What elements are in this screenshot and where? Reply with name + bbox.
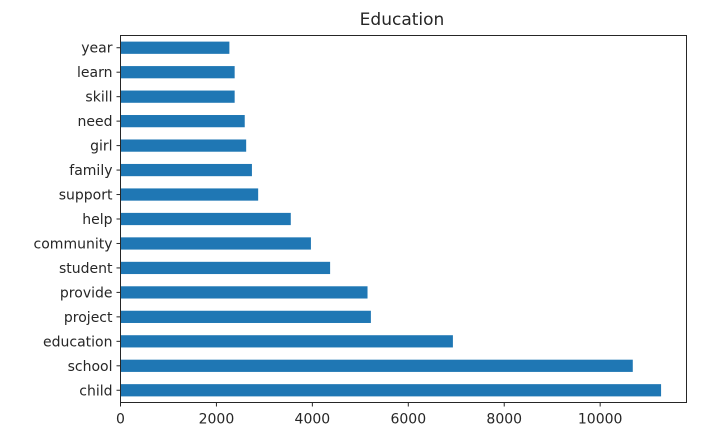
x-tick-label: 6000 — [390, 412, 426, 428]
x-axis-ticks: 0 2000 4000 6000 8000 10000 — [116, 402, 623, 428]
category-label-community: community — [34, 236, 113, 252]
bar-learn — [120, 66, 235, 79]
chart-title: Education — [360, 10, 445, 30]
category-label-help: help — [82, 212, 112, 228]
bar-skill — [120, 90, 235, 103]
category-label-need: need — [78, 114, 113, 130]
bar-help — [120, 212, 291, 226]
category-label-child: child — [79, 383, 112, 399]
category-label-support: support — [59, 188, 113, 204]
bar-year — [120, 41, 230, 54]
bars-group — [120, 41, 662, 397]
bar-community — [120, 237, 311, 250]
x-tick-label: 0 — [116, 412, 125, 428]
bar-provide — [120, 286, 368, 299]
bar-need — [120, 115, 245, 128]
x-tick-label: 2000 — [199, 412, 235, 428]
bar-family — [120, 163, 252, 177]
bar-school — [120, 359, 633, 372]
category-label-skill: skill — [85, 90, 112, 106]
category-label-girl: girl — [90, 139, 112, 155]
category-label-project: project — [64, 310, 113, 326]
bar-support — [120, 188, 259, 201]
category-label-student: student — [59, 261, 113, 277]
category-label-family: family — [69, 163, 112, 179]
bar-child — [120, 384, 662, 397]
bar-project — [120, 310, 371, 323]
x-tick-label: 10000 — [578, 412, 623, 428]
bar-student — [120, 261, 331, 275]
category-label-provide: provide — [60, 285, 113, 301]
bar-girl — [120, 139, 247, 152]
bar-education — [120, 335, 453, 348]
category-label-year: year — [81, 41, 112, 57]
category-label-education: education — [43, 334, 112, 350]
plot-frame — [120, 35, 687, 403]
category-labels: child school education project provide studen… — [34, 41, 121, 399]
x-tick-label: 4000 — [295, 412, 331, 428]
x-tick-label: 8000 — [486, 412, 522, 428]
category-label-learn: learn — [77, 65, 112, 81]
category-label-school: school — [68, 359, 113, 375]
